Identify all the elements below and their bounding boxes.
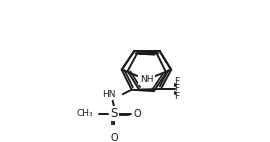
- Text: F: F: [174, 84, 179, 93]
- Text: O: O: [133, 108, 141, 119]
- Text: O: O: [110, 133, 118, 142]
- Text: HN: HN: [102, 90, 116, 99]
- Text: NH: NH: [140, 75, 153, 84]
- Text: S: S: [110, 107, 118, 120]
- Text: CH₃: CH₃: [76, 109, 93, 118]
- Text: F: F: [174, 77, 179, 85]
- Text: F: F: [174, 92, 179, 101]
